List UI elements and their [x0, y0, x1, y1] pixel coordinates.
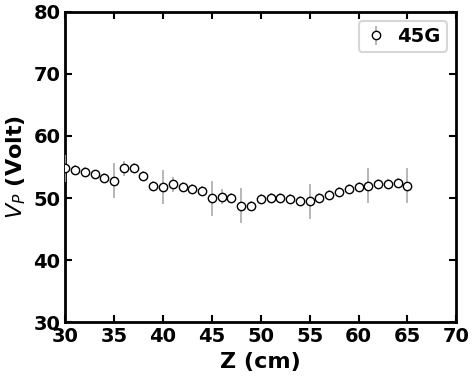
Y-axis label: $V_P$ (Volt): $V_P$ (Volt)	[4, 115, 28, 219]
X-axis label: Z (cm): Z (cm)	[220, 352, 301, 372]
Legend: 45G: 45G	[358, 21, 447, 52]
